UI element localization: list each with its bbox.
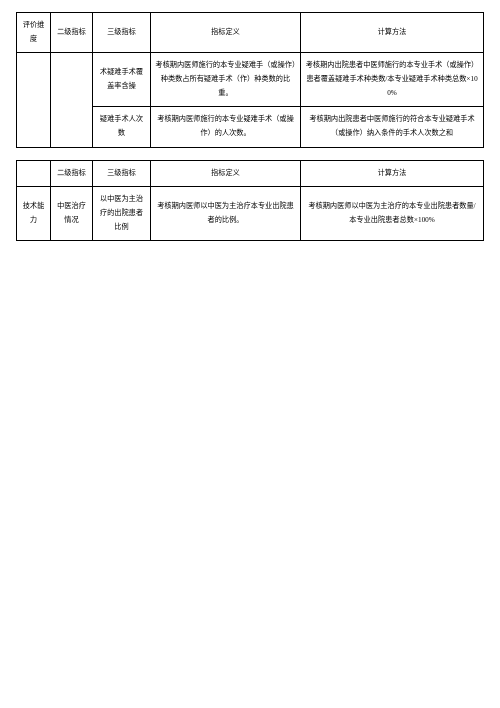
th-def: 指标定义 [151,13,301,53]
cell-lvl2: 中医治疗情况 [51,187,93,241]
th-lvl2: 二级指标 [51,160,93,187]
th-calc: 计算方法 [301,13,484,53]
cell-calc: 考核期内出院患者中医师施行的本专业手术（或操作）患者覆盖疑难手术种类数/本专业疑… [301,53,484,107]
th-lvl2: 二级指标 [51,13,93,53]
cell-def: 考核期内医师施行的本专业疑难手术（或操作）的人次数。 [151,107,301,147]
th-lvl3: 三级指标 [93,13,151,53]
cell-lvl2 [51,53,93,147]
table-2-header-row: 二级指标 三级指标 指标定义 计算方法 [17,160,484,187]
cell-calc: 考核期内医师以中医为主治疗的本专业出院患者数量/本专业出院患者总数×100% [301,187,484,241]
cell-def: 考核期内医师以中医为主治疗本专业出院患者的比例。 [151,187,301,241]
table-1-header-row: 评价维度 二级指标 三级指标 指标定义 计算方法 [17,13,484,53]
cell-dim: 技术能力 [17,187,51,241]
th-calc: 计算方法 [301,160,484,187]
cell-def: 考核期内医师施行的本专业疑难手（或操作）种类数占所有疑难手术（作）种类数的比重。 [151,53,301,107]
cell-dim [17,53,51,147]
th-dim: 评价维度 [17,13,51,53]
table-1-row-1: 术疑难手术覆盖率含操 考核期内医师施行的本专业疑难手（或操作）种类数占所有疑难手… [17,53,484,107]
cell-calc: 考核期内出院患者中医师施行的符合本专业疑难手术（或操作）纳入条件的手术人次数之和 [301,107,484,147]
cell-lvl3: 疑难手术人次数 [93,107,151,147]
cell-lvl3: 以中医为主治疗的出院患者比例 [93,187,151,241]
th-def: 指标定义 [151,160,301,187]
table-2: 二级指标 三级指标 指标定义 计算方法 技术能力 中医治疗情况 以中医为主治疗的… [16,160,484,242]
th-dim [17,160,51,187]
page: 评价维度 二级指标 三级指标 指标定义 计算方法 术疑难手术覆盖率含操 考核期内… [0,0,500,241]
table-1: 评价维度 二级指标 三级指标 指标定义 计算方法 术疑难手术覆盖率含操 考核期内… [16,12,484,148]
th-lvl3: 三级指标 [93,160,151,187]
cell-lvl3: 术疑难手术覆盖率含操 [93,53,151,107]
table-2-row-1: 技术能力 中医治疗情况 以中医为主治疗的出院患者比例 考核期内医师以中医为主治疗… [17,187,484,241]
